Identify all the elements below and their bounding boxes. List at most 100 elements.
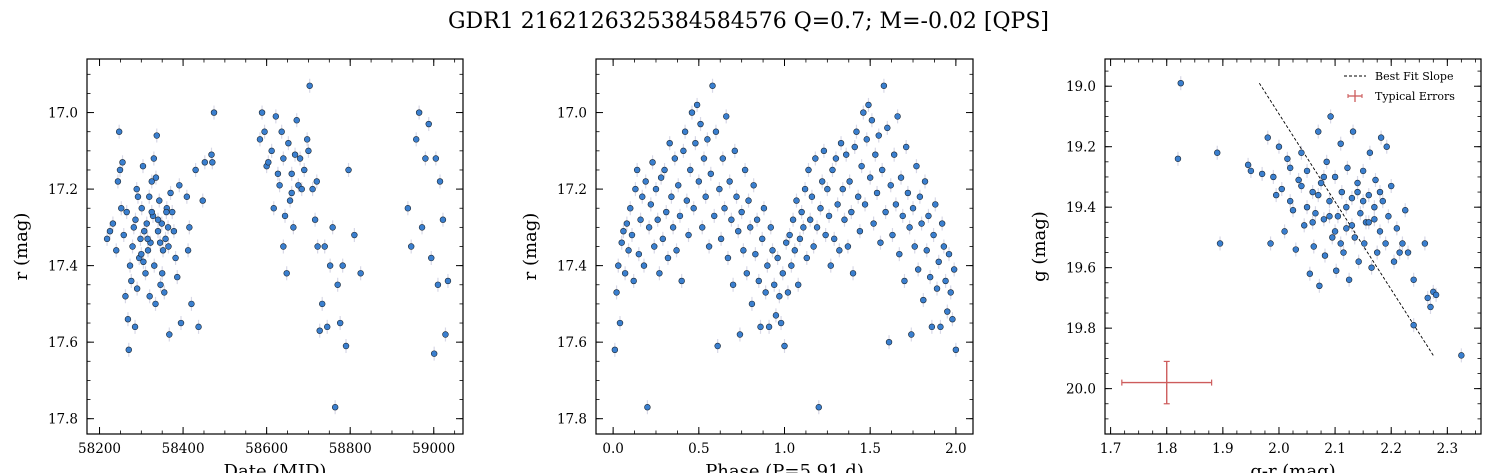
chart-panel-2: 0.0 0.5 1.0 1.5 2.0 17.0 17.2 17.4 17.6 17.8 Phase… — [520, 58, 974, 473]
data-point — [808, 193, 816, 200]
data-point — [807, 216, 814, 223]
data-point — [747, 224, 754, 231]
data-point — [1284, 155, 1291, 162]
data-point — [1354, 179, 1361, 187]
data-point — [913, 162, 920, 170]
data-point — [128, 277, 135, 285]
data-point — [889, 231, 896, 239]
data-point — [164, 224, 172, 231]
data-point — [192, 166, 199, 174]
data-point — [738, 208, 745, 216]
data-point — [767, 224, 774, 231]
data-point — [261, 128, 268, 135]
data-point — [293, 117, 300, 124]
data-point — [760, 205, 768, 212]
data-point — [141, 227, 148, 235]
y-tick-label: 19.6 — [1066, 261, 1096, 277]
x-tick-label: 0.5 — [688, 441, 709, 457]
data-point — [671, 155, 679, 162]
data-point — [1174, 155, 1182, 162]
x-axis-label: g-r (mag) — [1250, 461, 1335, 473]
data-point — [825, 212, 833, 220]
data-point — [728, 216, 735, 223]
data-point — [714, 342, 721, 350]
data-point — [138, 250, 145, 258]
data-point — [1361, 240, 1368, 247]
data-point — [156, 197, 163, 204]
data-point — [1312, 210, 1319, 217]
data-point — [148, 178, 155, 185]
data-point — [815, 404, 822, 411]
data-point — [404, 205, 412, 212]
data-point — [724, 254, 732, 262]
data-point — [298, 185, 305, 193]
data-point — [779, 270, 786, 277]
data-point — [186, 224, 193, 231]
plot-area — [103, 78, 452, 415]
data-point — [820, 147, 828, 155]
data-point — [432, 155, 440, 162]
data-point — [813, 224, 821, 231]
data-point — [877, 239, 884, 246]
y-tick-label: 17.0 — [48, 106, 78, 122]
data-point — [834, 201, 841, 208]
data-point — [645, 224, 653, 231]
data-point — [133, 285, 141, 292]
data-point — [1295, 176, 1302, 184]
data-point — [925, 212, 932, 220]
data-point — [256, 136, 264, 143]
data-point — [1404, 249, 1412, 256]
data-point — [159, 270, 166, 277]
data-point — [434, 281, 442, 288]
data-point — [723, 113, 730, 120]
data-point — [166, 331, 173, 338]
data-point — [918, 220, 925, 227]
data-point — [897, 174, 905, 181]
data-point — [683, 197, 691, 204]
data-point — [666, 139, 673, 147]
data-point — [1331, 228, 1339, 235]
data-point — [1365, 191, 1372, 199]
data-point — [1214, 149, 1221, 156]
data-point — [152, 174, 160, 181]
data-point — [123, 208, 130, 216]
y-axis-label: r (mag) — [11, 213, 32, 281]
data-point — [911, 243, 918, 250]
data-point — [1337, 240, 1344, 247]
data-point — [839, 185, 846, 193]
data-point — [741, 166, 749, 174]
data-point — [726, 178, 733, 185]
data-point — [1275, 143, 1283, 150]
data-point — [904, 189, 912, 197]
data-point — [1326, 213, 1333, 220]
data-point — [920, 296, 927, 304]
data-point — [952, 346, 960, 354]
data-point — [868, 117, 876, 124]
data-point — [1410, 276, 1417, 283]
data-point — [436, 178, 444, 185]
y-axis-label: g (mag) — [1029, 211, 1050, 282]
data-point — [863, 136, 870, 143]
x-tick-label: 0.0 — [602, 441, 623, 457]
data-point — [415, 109, 423, 116]
data-point — [848, 208, 855, 216]
data-point — [146, 193, 153, 200]
data-point — [158, 220, 165, 227]
data-point — [784, 289, 792, 296]
plot-area — [611, 78, 960, 415]
data-point — [866, 174, 874, 181]
data-point — [1309, 188, 1316, 196]
data-point — [801, 185, 809, 193]
y-tick-label: 19.2 — [1066, 140, 1096, 156]
data-point — [1371, 203, 1378, 211]
data-point — [673, 247, 680, 254]
data-point — [444, 277, 452, 285]
data-point — [615, 262, 622, 269]
data-point — [296, 155, 304, 162]
data-point — [765, 323, 773, 331]
data-point — [324, 323, 331, 331]
x-tick-label: 2.2 — [1380, 441, 1401, 457]
data-point — [144, 247, 152, 254]
data-point — [640, 262, 648, 269]
data-point — [326, 262, 334, 269]
